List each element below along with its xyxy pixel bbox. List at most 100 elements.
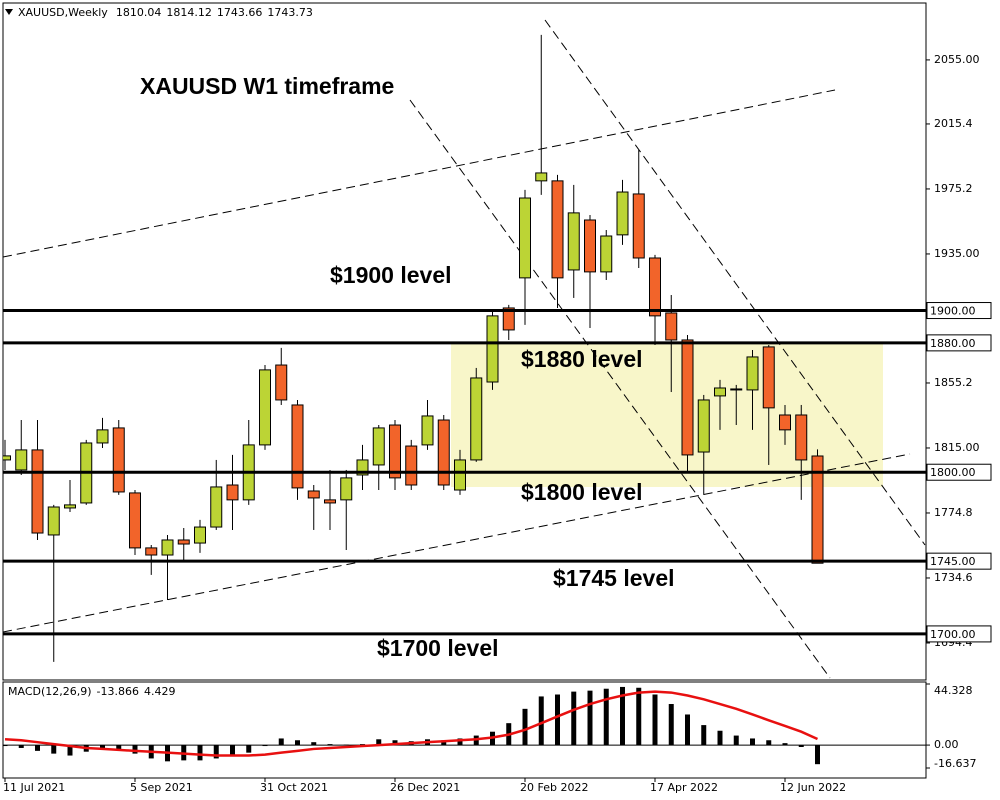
- candle-body: [551, 180, 564, 279]
- candle-body: [779, 414, 791, 431]
- macd-bar: [522, 708, 528, 746]
- level-label-box: [926, 302, 992, 320]
- x-tick-label: 11 Jul 2021: [3, 781, 65, 794]
- level-label-box: [926, 552, 992, 570]
- candle-body: [649, 257, 661, 317]
- candle-body: [600, 235, 613, 273]
- y-tick-label: 44.328: [934, 684, 973, 697]
- signal-value: 4.429: [144, 685, 176, 698]
- y-tick-label: 1774.8: [934, 506, 973, 519]
- macd-panel: [2, 681, 927, 779]
- channel-line: [544, 19, 926, 546]
- low-value: 1743.66: [217, 6, 263, 19]
- trend-lines: [3, 19, 926, 679]
- y-tick-label: 0.00: [934, 738, 959, 751]
- macd-bar: [636, 687, 642, 746]
- macd-bar: [717, 730, 723, 746]
- macd-bar: [213, 745, 219, 759]
- candle-body: [535, 172, 548, 182]
- x-tick-label: 12 Jun 2022: [780, 781, 846, 794]
- macd-bar: [571, 691, 577, 746]
- macd-bar: [668, 704, 674, 746]
- macd-bar: [246, 745, 252, 753]
- macd-header: MACD(12,26,9) -13.866 4.429: [8, 685, 176, 698]
- macd-bar: [262, 745, 268, 747]
- macd-bar: [197, 745, 203, 761]
- candle-body: [177, 539, 190, 545]
- macd-bar: [18, 745, 24, 748]
- macd-bar: [441, 740, 447, 746]
- y-tick-label: 1975.2: [934, 182, 973, 195]
- level-annotation: $1800 level: [521, 479, 643, 505]
- candle-body: [372, 427, 385, 466]
- y-tick-label: 1815.00: [934, 441, 980, 454]
- macd-bar: [311, 742, 317, 746]
- candles: [3, 34, 824, 662]
- level-label: 1900.00: [930, 305, 976, 318]
- candle-body: [15, 449, 28, 471]
- candle-body: [437, 419, 450, 486]
- macd-bar: [392, 740, 398, 746]
- x-tick-label: 31 Oct 2021: [260, 781, 328, 794]
- macd-bar: [798, 745, 804, 748]
- macd-bar: [701, 725, 707, 746]
- channel-line: [3, 89, 836, 258]
- y-tick-label: 2055.00: [934, 53, 980, 66]
- macd-bar: [733, 735, 739, 746]
- candle-body: [291, 404, 304, 489]
- candle-body: [389, 424, 401, 479]
- candle-body: [632, 193, 645, 259]
- macd-bar: [620, 686, 625, 746]
- candle-body: [31, 449, 44, 534]
- level-label-box: [926, 625, 992, 643]
- candle-body: [762, 346, 775, 409]
- candle-body: [584, 219, 596, 273]
- candle-body: [96, 429, 109, 444]
- macd-bar: [538, 696, 544, 746]
- macd-bar: [278, 738, 284, 746]
- candle-body: [145, 547, 158, 556]
- y-tick-label: 2015.4: [934, 117, 973, 130]
- candle-body: [567, 212, 580, 271]
- macd-bar: [587, 690, 593, 746]
- menu-arrow: [5, 9, 13, 15]
- candle-body: [519, 197, 531, 279]
- level-annotation: $1880 level: [521, 346, 643, 372]
- macd-bar: [116, 745, 122, 750]
- candle-body: [194, 526, 206, 544]
- level-label: 1800.00: [930, 466, 976, 479]
- level-annotation: $1700 level: [377, 635, 499, 661]
- macd-bar: [2, 745, 8, 747]
- x-tick-label: 17 Apr 2022: [650, 781, 718, 794]
- candle-body: [405, 445, 418, 486]
- candle-body: [746, 356, 759, 391]
- chart-title: XAUUSD W1 timeframe: [140, 73, 394, 99]
- macd-bar: [815, 745, 820, 765]
- y-tick-label: -16.637: [934, 757, 976, 770]
- channel-line: [409, 99, 831, 679]
- close-value: 1743.73: [267, 6, 313, 19]
- x-tick-label: 26 Dec 2021: [390, 781, 460, 794]
- level-label: 1880.00: [930, 337, 976, 350]
- y-tick-label: 1734.6: [934, 571, 973, 584]
- macd-bar: [67, 745, 73, 756]
- candle-body: [307, 490, 320, 499]
- macd-bar: [327, 744, 333, 746]
- range-zone: [451, 343, 883, 487]
- candle-body: [161, 539, 174, 556]
- high-value: 1814.12: [166, 6, 212, 19]
- macd-bar: [343, 744, 349, 746]
- level-annotation: $1745 level: [553, 565, 675, 591]
- candle-body: [421, 415, 434, 446]
- level-label-box: [926, 334, 992, 352]
- candle-body: [811, 455, 824, 564]
- candle-body: [47, 506, 60, 536]
- macd-value: -13.866: [97, 685, 139, 698]
- candle-body: [64, 504, 76, 509]
- macd-bar: [295, 740, 300, 746]
- symbol: XAUUSD,Weekly: [18, 6, 108, 19]
- candle-body: [730, 388, 743, 391]
- macd-bar: [685, 714, 690, 746]
- header: XAUUSD,Weekly 1810.04 1814.12 1743.66 1743.7…: [18, 6, 313, 19]
- candle-body: [714, 387, 726, 397]
